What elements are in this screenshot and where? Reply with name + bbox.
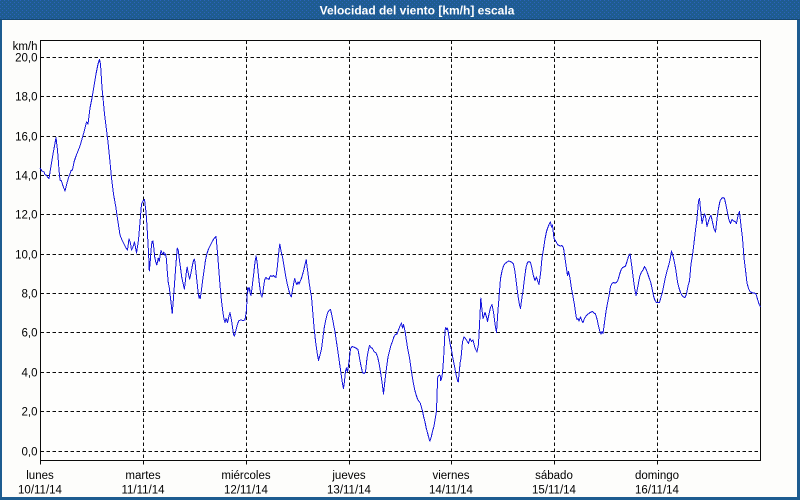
svg-text:6,0: 6,0 <box>22 328 38 340</box>
svg-text:viernes: viernes <box>432 470 469 482</box>
svg-text:4,0: 4,0 <box>22 368 38 380</box>
svg-text:11/11/14: 11/11/14 <box>121 485 165 497</box>
svg-text:16/11/14: 16/11/14 <box>635 485 680 497</box>
svg-text:jueves: jueves <box>331 470 365 482</box>
svg-text:15/11/14: 15/11/14 <box>532 485 577 497</box>
svg-text:12,0: 12,0 <box>15 210 37 222</box>
svg-text:0,0: 0,0 <box>22 447 38 459</box>
svg-text:domingo: domingo <box>635 470 679 482</box>
svg-text:10,0: 10,0 <box>15 250 37 262</box>
svg-text:lunes: lunes <box>26 470 54 482</box>
svg-text:14/11/14: 14/11/14 <box>429 485 474 497</box>
svg-text:miércoles: miércoles <box>221 470 270 482</box>
svg-text:Velocidad del viento [km/h] es: Velocidad del viento [km/h] escala <box>320 4 515 18</box>
svg-text:13/11/14: 13/11/14 <box>327 485 372 497</box>
svg-text:20,0: 20,0 <box>15 53 37 65</box>
svg-text:8,0: 8,0 <box>22 289 38 301</box>
svg-text:18,0: 18,0 <box>15 92 37 104</box>
svg-text:2,0: 2,0 <box>22 407 38 419</box>
svg-text:14,0: 14,0 <box>15 171 37 183</box>
svg-text:km/h: km/h <box>13 41 38 53</box>
svg-text:12/11/14: 12/11/14 <box>224 485 269 497</box>
svg-text:sábado: sábado <box>535 470 573 482</box>
svg-text:16,0: 16,0 <box>15 132 37 144</box>
svg-text:martes: martes <box>125 470 160 482</box>
svg-text:10/11/14: 10/11/14 <box>18 485 63 497</box>
